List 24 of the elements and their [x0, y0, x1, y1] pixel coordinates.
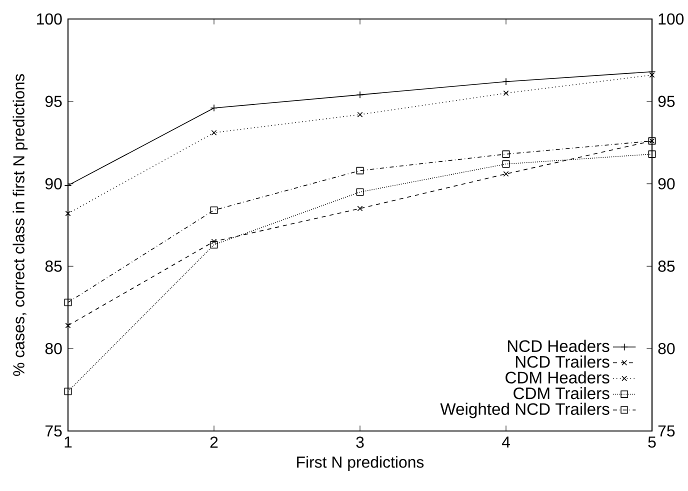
y-tick-label: 75	[46, 425, 62, 437]
legend-label: NCD Trailers	[516, 356, 610, 368]
y-tick-label: 100	[37, 13, 62, 25]
y2-tick-label: 80	[658, 342, 675, 354]
legend-label: Weighted NCD Trailers	[440, 402, 610, 418]
legend-label: CDM Headers	[506, 371, 610, 384]
x-tick-label: 5	[648, 436, 656, 448]
y-tick-label: 90	[45, 178, 62, 190]
y-tick-label: 95	[45, 96, 62, 108]
y2-tick-label: 100	[658, 13, 684, 25]
x-tick-label: 4	[502, 436, 510, 448]
legend-label: CDM Trailers	[514, 387, 610, 400]
x-tick-label: 2	[210, 436, 218, 448]
y-tick-label: 85	[45, 260, 62, 272]
y-axis-title: % cases, correct class in first N predictions	[12, 74, 28, 376]
x-axis-title: First N predictions	[297, 456, 424, 471]
y-tick-label: 80	[45, 342, 62, 354]
legend-label: NCD Headers	[508, 340, 610, 352]
y2-tick-label: 95	[658, 96, 675, 108]
x-tick-label: 1	[64, 436, 72, 448]
y2-tick-label: 90	[658, 178, 675, 190]
x-tick-label: 3	[356, 436, 364, 448]
y2-tick-label: 85	[658, 260, 675, 272]
y2-tick-label: 75	[658, 425, 675, 437]
